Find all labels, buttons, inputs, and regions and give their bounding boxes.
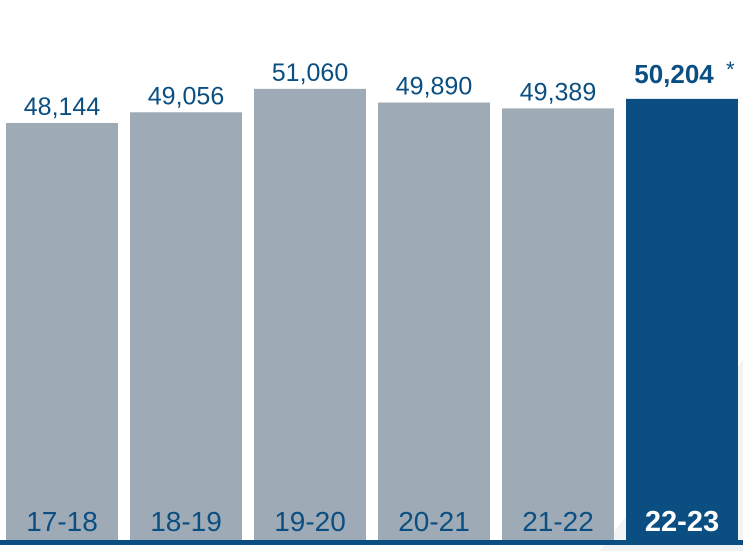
bars-group [6,88,738,541]
bar-22-23 [626,98,738,541]
value-label-17-18: 48,144 [24,93,101,121]
category-label-18-19: 18-19 [150,506,222,537]
bar-19-20 [254,88,366,541]
labels-group: 48,144 17-18 49,056 18-19 51,060 19-20 49,890 2… [24,57,735,538]
category-label-20-21: 20-21 [398,506,470,537]
asterisk-marker: * [726,57,735,82]
value-label-22-23: 50,204 [634,59,714,89]
value-label-19-20: 51,060 [272,59,348,87]
bar-18-19 [130,112,242,540]
category-label-17-18: 17-18 [26,506,98,537]
category-label-22-23: 22-23 [645,506,719,538]
value-label-18-19: 49,056 [148,82,224,110]
value-label-20-21: 49,890 [396,73,472,101]
bar-17-18 [6,122,118,540]
bar-20-21 [378,102,490,541]
category-label-21-22: 21-22 [522,506,594,537]
category-label-19-20: 19-20 [274,506,346,537]
baseline [0,540,743,545]
value-label-21-22: 49,389 [520,78,596,106]
bar-21-22 [502,108,614,541]
